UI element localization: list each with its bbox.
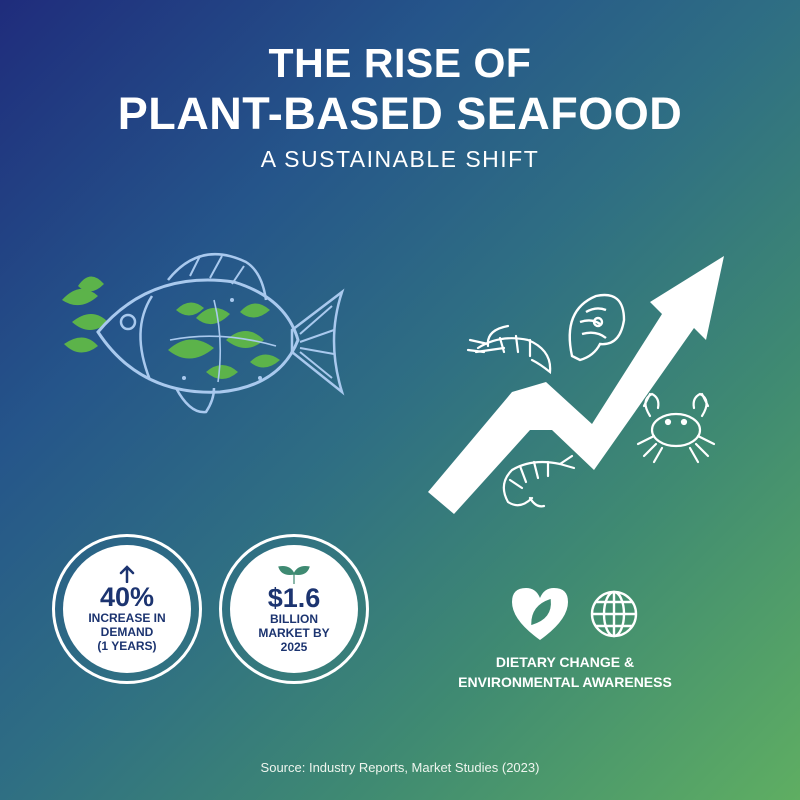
stat-demand-content: 40% INCREASE IN DEMAND (1 YEARS)	[63, 545, 191, 673]
stat-demand-value: 40%	[99, 582, 155, 612]
stat-market-label-1: BILLION	[270, 612, 318, 626]
drivers-label-line-2: ENVIRONMENTAL AWARENESS	[458, 674, 672, 690]
stat-market-label-2: MARKET BY	[258, 626, 330, 640]
stat-market-badge: $1.6 BILLION MARKET BY 2025	[219, 534, 369, 684]
upward-arrow-icon	[428, 256, 724, 514]
stat-market-label-3: 2025	[280, 640, 308, 654]
drivers-label-line-1: DIETARY CHANGE &	[495, 654, 635, 670]
shrimp-icon	[502, 454, 576, 508]
sprout-icon	[276, 564, 312, 584]
title-line-2: PLANT-BASED SEAFOOD	[117, 88, 683, 139]
crab-icon	[636, 392, 716, 464]
globe-icon	[590, 590, 638, 638]
shrimp-icon	[466, 324, 552, 375]
stat-demand-label-3: (1 YEARS)	[97, 639, 157, 653]
heart-leaf-icon	[512, 588, 568, 640]
stat-demand-label-2: DEMAND	[100, 625, 154, 639]
subtitle: A SUSTAINABLE SHIFT	[260, 146, 540, 172]
leafy-fish-icon	[62, 253, 345, 414]
stat-market-value: $1.6	[267, 583, 321, 613]
up-arrow-icon	[119, 565, 135, 584]
stat-demand-badge: 40% INCREASE IN DEMAND (1 YEARS)	[52, 534, 202, 684]
salmon-steak-icon	[568, 293, 626, 362]
source-note: Source: Industry Reports, Market Studies…	[260, 760, 540, 775]
stat-market-content: $1.6 BILLION MARKET BY 2025	[230, 545, 358, 673]
title-line-1: THE RISE OF	[268, 40, 532, 86]
drivers-caption: DIETARY CHANGE & ENVIRONMENTAL AWARENESS	[440, 652, 690, 692]
stat-demand-label-1: INCREASE IN	[88, 611, 166, 625]
